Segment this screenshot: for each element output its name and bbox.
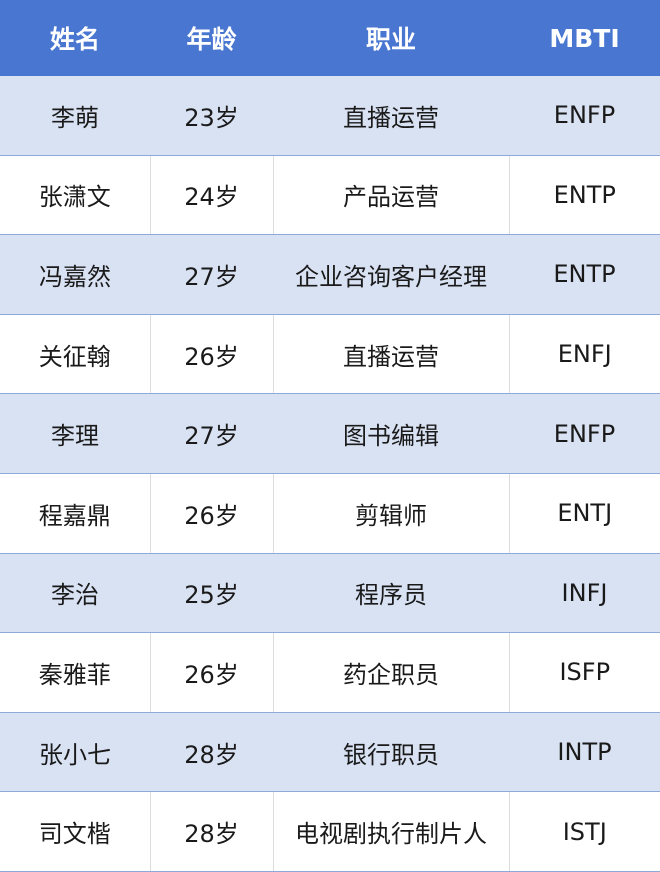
- table-cell: 张小七: [0, 712, 150, 793]
- table-cell: 药企职员: [272, 632, 509, 713]
- table-row: 司文楷 28岁 电视剧执行制片人 ISTJ: [0, 791, 660, 872]
- table-row: 张小七 28岁 银行职员 INTP: [0, 712, 660, 793]
- table-cell: 23岁: [150, 76, 273, 156]
- table-cell: 25岁: [150, 553, 273, 634]
- table-cell: ISFP: [508, 632, 660, 713]
- table-cell: 产品运营: [272, 155, 509, 236]
- table-cell: ISTJ: [508, 791, 660, 872]
- header-cell: 年龄: [150, 0, 273, 76]
- table-cell: 剪辑师: [272, 473, 509, 554]
- table-row: 张潇文 24岁 产品运营 ENTP: [0, 155, 660, 236]
- table-cell: ENFJ: [508, 314, 660, 395]
- table-cell: 直播运营: [273, 76, 509, 156]
- table-body: 李萌 23岁 直播运营 ENFP 张潇文 24岁 产品运营 ENTP 冯嘉然 27岁 企业咨询客户经…: [0, 76, 660, 872]
- table-cell: 28岁: [149, 791, 273, 872]
- table-cell: ENTJ: [508, 473, 660, 554]
- table-row: 李理 27岁 图书编辑 ENFP: [0, 393, 660, 474]
- table-cell: 28岁: [150, 712, 273, 793]
- table-cell: 26岁: [149, 473, 273, 554]
- table-cell: 直播运营: [272, 314, 509, 395]
- table-row: 秦雅菲 26岁 药企职员 ISFP: [0, 632, 660, 713]
- header-row: 姓名 年龄 职业 MBTI: [0, 0, 660, 76]
- table-cell: 27岁: [150, 234, 273, 315]
- table-cell: 司文楷: [0, 791, 150, 872]
- table-cell: ENTP: [508, 155, 660, 236]
- table-cell: 李治: [0, 553, 150, 634]
- table-cell: 图书编辑: [273, 393, 509, 474]
- table-row: 李萌 23岁 直播运营 ENFP: [0, 76, 660, 156]
- table-cell: 冯嘉然: [0, 234, 150, 315]
- table-cell: 企业咨询客户经理: [273, 234, 509, 315]
- table-cell: ENFP: [509, 76, 660, 156]
- table-cell: 秦雅菲: [0, 632, 150, 713]
- table-cell: 电视剧执行制片人: [272, 791, 509, 872]
- table-row: 冯嘉然 27岁 企业咨询客户经理 ENTP: [0, 234, 660, 315]
- header-cell: 姓名: [0, 0, 150, 76]
- table-cell: 银行职员: [273, 712, 509, 793]
- table-cell: 程嘉鼎: [0, 473, 150, 554]
- table-cell: 李理: [0, 393, 150, 474]
- table-cell: 李萌: [0, 76, 150, 156]
- table-cell: INFJ: [509, 553, 660, 634]
- table-cell: 张潇文: [0, 155, 150, 236]
- table-cell: 26岁: [149, 314, 273, 395]
- table-cell: 24岁: [149, 155, 273, 236]
- table-row: 程嘉鼎 26岁 剪辑师 ENTJ: [0, 473, 660, 554]
- table-cell: 关征翰: [0, 314, 150, 395]
- table-row: 李治 25岁 程序员 INFJ: [0, 553, 660, 634]
- table-row: 关征翰 26岁 直播运营 ENFJ: [0, 314, 660, 395]
- table-cell: 27岁: [150, 393, 273, 474]
- table-cell: 程序员: [273, 553, 509, 634]
- table-cell: 26岁: [149, 632, 273, 713]
- header-cell: MBTI: [509, 0, 660, 76]
- table-cell: ENFP: [509, 393, 660, 474]
- header-cell: 职业: [273, 0, 509, 76]
- table-cell: INTP: [509, 712, 660, 793]
- table-cell: ENTP: [509, 234, 660, 315]
